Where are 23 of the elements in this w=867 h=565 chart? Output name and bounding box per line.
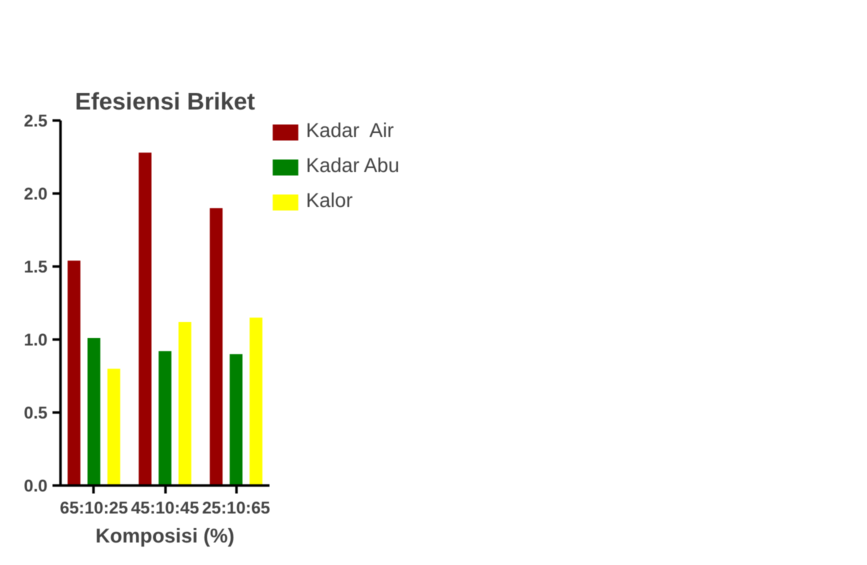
y-tick-label: 1.0 (24, 330, 48, 350)
legend-label: Kalor (306, 190, 353, 213)
x-axis-title: Komposisi (%) (96, 526, 234, 548)
bar (250, 318, 262, 486)
y-tick-label: 0.5 (24, 404, 48, 422)
bar (68, 260, 80, 486)
bar (138, 152, 152, 486)
bar (230, 354, 242, 486)
y-tick-label: 2.0 (24, 184, 48, 204)
bar (107, 368, 120, 486)
bar (178, 322, 192, 486)
y-tick-label: 0.0 (24, 476, 48, 496)
legend-label: Kadar Air (306, 120, 394, 143)
bar (158, 351, 172, 486)
legend-label: Kadar Abu (306, 155, 400, 178)
x-tick-label: 25:10:65 (202, 498, 270, 518)
chart-title: Efesiensi Briket (74, 88, 256, 116)
y-tick-label: 1.5 (24, 258, 48, 276)
x-tick-label: 45:10:45 (130, 498, 200, 518)
y-tick-label: 2.5 (24, 112, 48, 130)
bar (210, 208, 223, 486)
bar (88, 338, 100, 486)
x-tick-label: 65:10:25 (60, 498, 128, 518)
